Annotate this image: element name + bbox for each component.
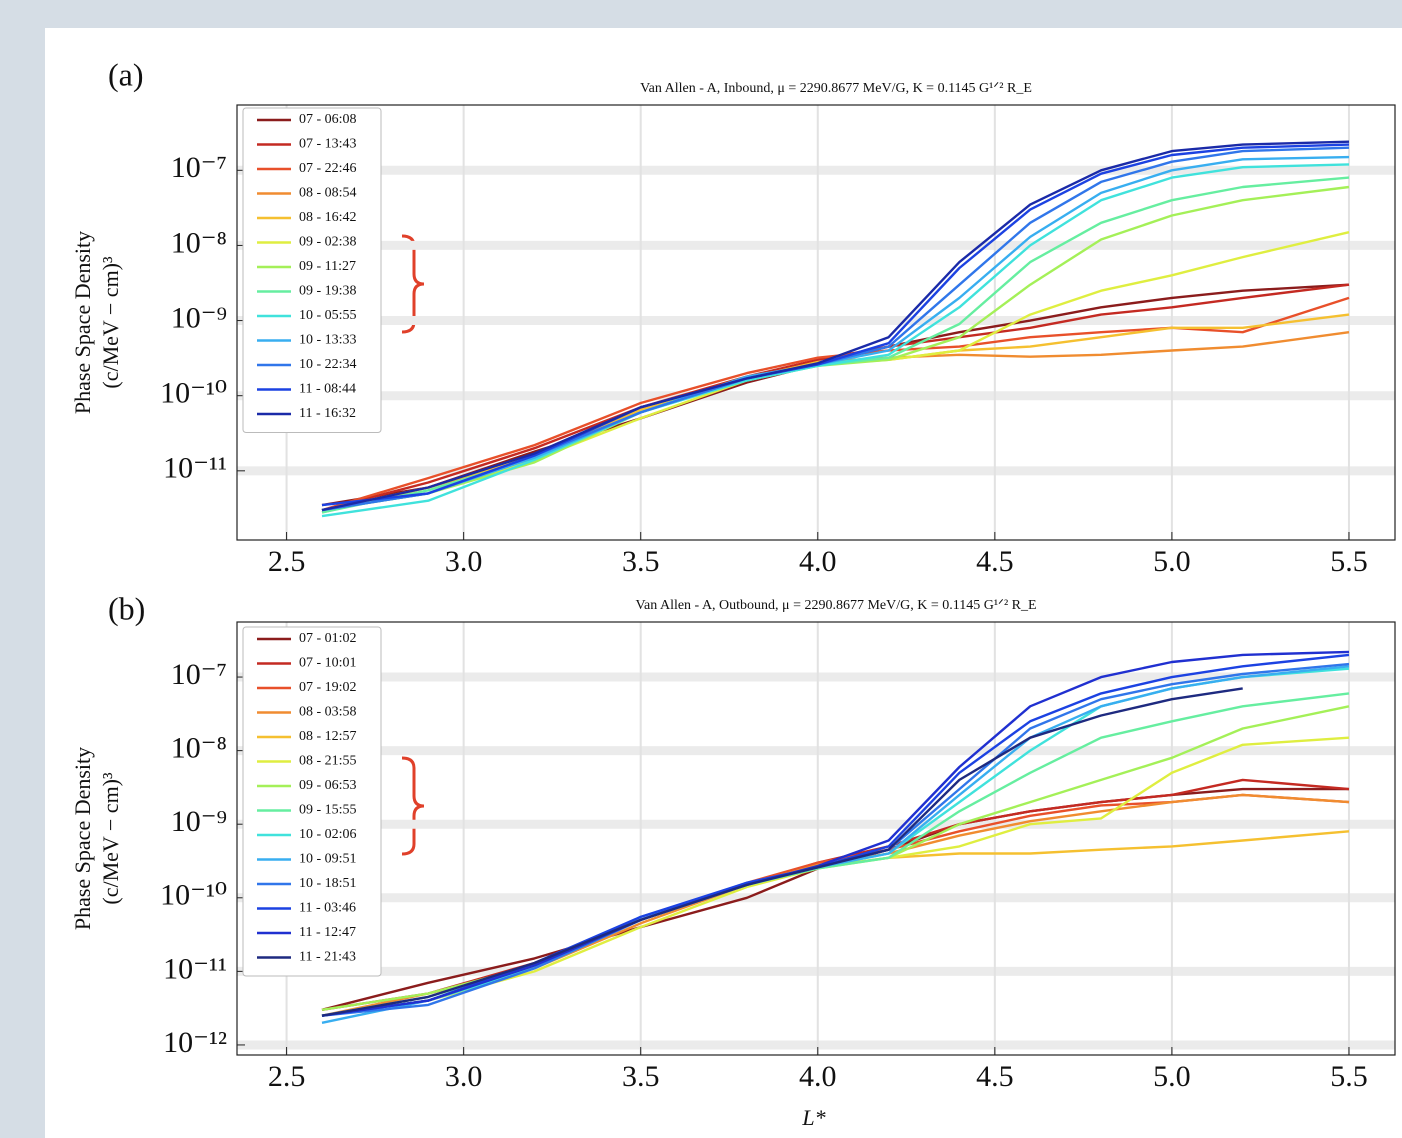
- legend-label: 10 - 13:33: [299, 333, 357, 348]
- legend-label: 08 - 08:54: [299, 186, 357, 201]
- legend-label: 07 - 10:01: [299, 656, 357, 671]
- legend-label: 07 - 06:08: [299, 112, 357, 127]
- x-tick-label: 5.5: [1330, 545, 1368, 578]
- legend-label: 11 - 03:46: [299, 901, 356, 916]
- plot-frame: [236, 621, 1396, 1056]
- series-line: [321, 163, 1350, 518]
- x-tick-label: 2.5: [268, 1060, 306, 1093]
- legend-label: 09 - 02:38: [299, 235, 357, 250]
- y-tick-label: 10⁻¹¹: [163, 952, 227, 985]
- legend-label: 11 - 21:43: [299, 950, 356, 965]
- legend-label: 08 - 16:42: [299, 210, 357, 225]
- y-tick-label: 10⁻⁹: [171, 805, 227, 838]
- y-tick-label: 10⁻⁸: [171, 226, 227, 259]
- legend-label: 09 - 19:38: [299, 284, 357, 299]
- legend-box: [242, 107, 382, 433]
- legend-label: 08 - 12:57: [299, 729, 357, 744]
- y-tick-label: 10⁻¹⁰: [160, 879, 227, 912]
- series-group: [321, 650, 1350, 1024]
- y-axis-label: Phase Space Density: [70, 747, 95, 930]
- series-line: [321, 140, 1350, 512]
- series-line: [321, 185, 1350, 512]
- series-line: [321, 155, 1350, 512]
- legend-label: 08 - 03:58: [299, 705, 357, 720]
- legend-label: 10 - 22:34: [299, 357, 357, 372]
- x-tick-label: 4.0: [799, 545, 837, 578]
- series-line: [321, 650, 1350, 1017]
- chart-title: Van Allen - A, Outbound, μ = 2290.8677 M…: [635, 598, 1036, 613]
- legend-label: 07 - 01:02: [299, 631, 357, 646]
- legend-label: 07 - 22:46: [299, 161, 357, 176]
- legend-label: 11 - 16:32: [299, 406, 356, 421]
- panel-label: (b): [108, 590, 145, 626]
- legend-box: [242, 626, 382, 977]
- x-tick-label: 3.5: [622, 545, 660, 578]
- legend-label: 10 - 18:51: [299, 876, 357, 891]
- y-tick-label: 10⁻¹⁰: [160, 377, 227, 410]
- legend-label: 10 - 05:55: [299, 308, 357, 323]
- x-tick-label: 2.5: [268, 545, 306, 578]
- legend-label: 11 - 12:47: [299, 925, 356, 940]
- chart-title: Van Allen - A, Inbound, μ = 2290.8677 Me…: [640, 81, 1032, 96]
- x-tick-label: 4.0: [799, 1060, 837, 1093]
- series-line: [321, 143, 1350, 507]
- x-axis-label: L*: [801, 1105, 825, 1130]
- series-line: [321, 653, 1350, 1017]
- panel-label: (a): [108, 56, 144, 92]
- brace-annotation: [401, 756, 425, 856]
- legend-label: 10 - 09:51: [299, 852, 357, 867]
- y-tick-label: 10⁻⁷: [171, 658, 227, 691]
- x-tick-label: 5.0: [1153, 1060, 1191, 1093]
- y-axis-label: Phase Space Density: [70, 231, 95, 414]
- series-group: [321, 140, 1350, 518]
- x-tick-label: 3.5: [622, 1060, 660, 1093]
- legend-label: 11 - 08:44: [299, 382, 356, 397]
- legend-label: 07 - 19:02: [299, 680, 357, 695]
- legend-label: 10 - 02:06: [299, 827, 357, 842]
- y-tick-label: 10⁻¹¹: [163, 452, 227, 485]
- x-tick-label: 4.5: [976, 545, 1014, 578]
- y-tick-label: 10⁻⁷: [171, 151, 227, 184]
- x-tick-label: 5.5: [1330, 1060, 1368, 1093]
- legend-label: 07 - 13:43: [299, 137, 357, 152]
- legend-label: 08 - 21:55: [299, 754, 357, 769]
- series-line: [321, 687, 1243, 1017]
- legend-label: 09 - 11:27: [299, 259, 356, 274]
- x-tick-label: 5.0: [1153, 545, 1191, 578]
- legend-label: 09 - 06:53: [299, 778, 357, 793]
- y-tick-label: 10⁻⁹: [171, 301, 227, 334]
- x-tick-label: 3.0: [445, 1060, 483, 1093]
- plot-frame: [236, 104, 1396, 541]
- y-axis-label: (c/MeV − cm)³: [98, 256, 123, 389]
- y-tick-label: 10⁻¹²: [163, 1026, 227, 1059]
- x-tick-label: 3.0: [445, 545, 483, 578]
- y-tick-label: 10⁻⁸: [171, 732, 227, 765]
- legend-label: 09 - 15:55: [299, 803, 357, 818]
- y-axis-label: (c/MeV − cm)³: [98, 772, 123, 905]
- x-tick-label: 4.5: [976, 1060, 1014, 1093]
- series-line: [321, 667, 1350, 1017]
